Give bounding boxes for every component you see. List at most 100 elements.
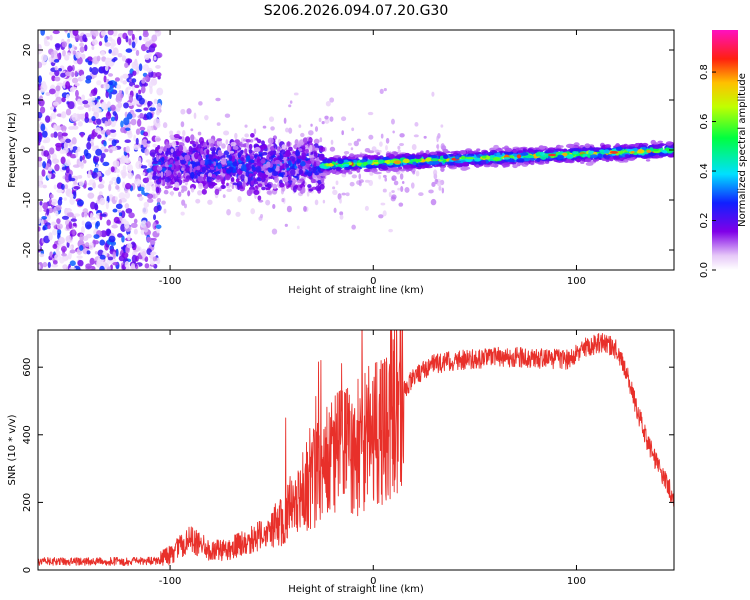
spectrogram-cell xyxy=(104,34,109,44)
spectrogram-cell xyxy=(124,139,131,144)
spectrogram-cell xyxy=(114,196,118,201)
spectrogram-cell xyxy=(64,208,72,213)
spectrogram-cell xyxy=(151,103,155,108)
spectrogram-cell xyxy=(38,48,44,54)
spectrogram-cell xyxy=(74,70,78,77)
spectrogram-cell xyxy=(173,133,180,139)
spectrogram-cell xyxy=(111,224,118,229)
spectrogram-cell xyxy=(465,156,475,160)
spectrogram-cell xyxy=(133,218,138,224)
spectrogram-cell xyxy=(645,159,651,162)
spectrogram-cell xyxy=(603,149,610,154)
spectrogram-cell xyxy=(296,158,301,163)
spectrogram-cell xyxy=(149,239,156,245)
spectrogram-cell xyxy=(584,143,591,149)
spectrogram-cell xyxy=(638,148,643,153)
spectrogram-cell xyxy=(114,77,120,82)
spectrogram-cell xyxy=(154,194,159,198)
spectrogram-cell xyxy=(391,194,397,200)
spectrogram-cell xyxy=(329,146,336,152)
spectrogram-cell xyxy=(285,127,289,133)
spectrogram-cell xyxy=(67,32,71,39)
spectrogram-cell xyxy=(60,72,66,78)
spectrogram-cell xyxy=(671,144,674,149)
spectrogram-cell xyxy=(85,242,90,248)
spectrogram-cell xyxy=(181,199,186,206)
spectrogram-cell xyxy=(380,202,386,206)
spectrogram-cell xyxy=(123,117,130,126)
spectrogram-cell xyxy=(289,168,296,176)
spectrogram-cell xyxy=(402,164,411,169)
spectrogram-ytick-label: 20 xyxy=(22,44,33,57)
spectrogram-cell xyxy=(213,158,217,162)
spectrogram-cell xyxy=(83,103,91,108)
spectrogram-cell xyxy=(562,152,568,157)
spectrogram-cell xyxy=(41,169,46,177)
spectrogram-cell xyxy=(273,142,277,149)
spectrogram-cell xyxy=(156,166,163,171)
spectrogram-cell xyxy=(268,116,275,122)
spectrogram-cell xyxy=(399,168,406,172)
spectrogram-cell xyxy=(79,46,85,53)
spectrogram-cell xyxy=(253,128,257,135)
spectrogram-cell xyxy=(42,184,47,189)
spectrogram-cell xyxy=(402,158,410,164)
spectrogram-cell xyxy=(56,218,61,224)
spectrogram-cell xyxy=(90,141,95,147)
spectrogram-cell xyxy=(412,158,420,162)
spectrogram-cell xyxy=(546,149,555,153)
spectrogram-cell xyxy=(397,166,403,170)
spectrogram-cell xyxy=(311,186,317,190)
spectrogram-cell xyxy=(148,126,152,130)
spectrogram-cell xyxy=(88,169,91,179)
spectrogram-cell xyxy=(135,255,139,262)
spectrogram-cell xyxy=(85,233,92,239)
spectrogram-cell xyxy=(401,181,405,185)
spectrogram-cell xyxy=(399,142,405,147)
spectrogram-cell xyxy=(145,159,151,163)
spectrogram-cell xyxy=(588,150,594,155)
spectrogram-cell xyxy=(339,214,344,220)
spectrogram-cell xyxy=(266,190,272,195)
spectrogram-cell xyxy=(355,154,360,157)
spectrogram-cell xyxy=(399,173,404,180)
spectrogram-cell xyxy=(72,190,77,200)
spectrogram-cell xyxy=(103,140,107,147)
spectrogram-cell xyxy=(96,80,102,86)
spectrogram-cell xyxy=(474,157,482,162)
spectrogram-cell xyxy=(85,152,92,159)
spectrogram-cell xyxy=(64,30,68,33)
spectrogram-cell xyxy=(258,171,262,177)
spectrogram-cell xyxy=(287,159,292,166)
spectrogram-cell xyxy=(583,147,590,152)
spectrogram-cell xyxy=(40,83,48,92)
spectrogram-cell xyxy=(95,148,103,156)
spectrogram-cell xyxy=(279,162,283,166)
spectrogram-cell xyxy=(119,75,123,83)
spectrogram-cell xyxy=(391,190,395,193)
spectrogram-cell xyxy=(122,80,128,85)
spectrogram-cell xyxy=(82,155,85,161)
spectrogram-cell xyxy=(548,153,557,157)
spectrogram-cell xyxy=(318,117,322,122)
spectrogram-cell xyxy=(42,161,47,169)
spectrogram-cell xyxy=(47,224,51,230)
spectrogram-cell xyxy=(310,151,314,155)
spectrogram-cell xyxy=(61,253,67,257)
spectrogram-cell xyxy=(203,141,207,148)
spectrogram-cell xyxy=(597,153,603,158)
snr-xtick-label: -100 xyxy=(159,576,182,587)
spectrogram-cell xyxy=(99,239,106,246)
spectrogram-cell xyxy=(104,148,109,153)
spectrogram-cell xyxy=(133,144,140,151)
spectrogram-cell xyxy=(167,161,171,166)
spectrogram-cell xyxy=(383,87,387,92)
spectrogram-cell xyxy=(110,131,117,138)
spectrogram-cell xyxy=(125,182,132,190)
spectrogram-cell xyxy=(97,183,105,189)
colorbar-tick-label: 0.6 xyxy=(699,114,710,130)
spectrogram-cell xyxy=(108,235,116,243)
spectrogram-cell xyxy=(69,193,74,199)
spectrogram-cell xyxy=(481,155,487,159)
spectrogram-cell xyxy=(250,159,255,164)
